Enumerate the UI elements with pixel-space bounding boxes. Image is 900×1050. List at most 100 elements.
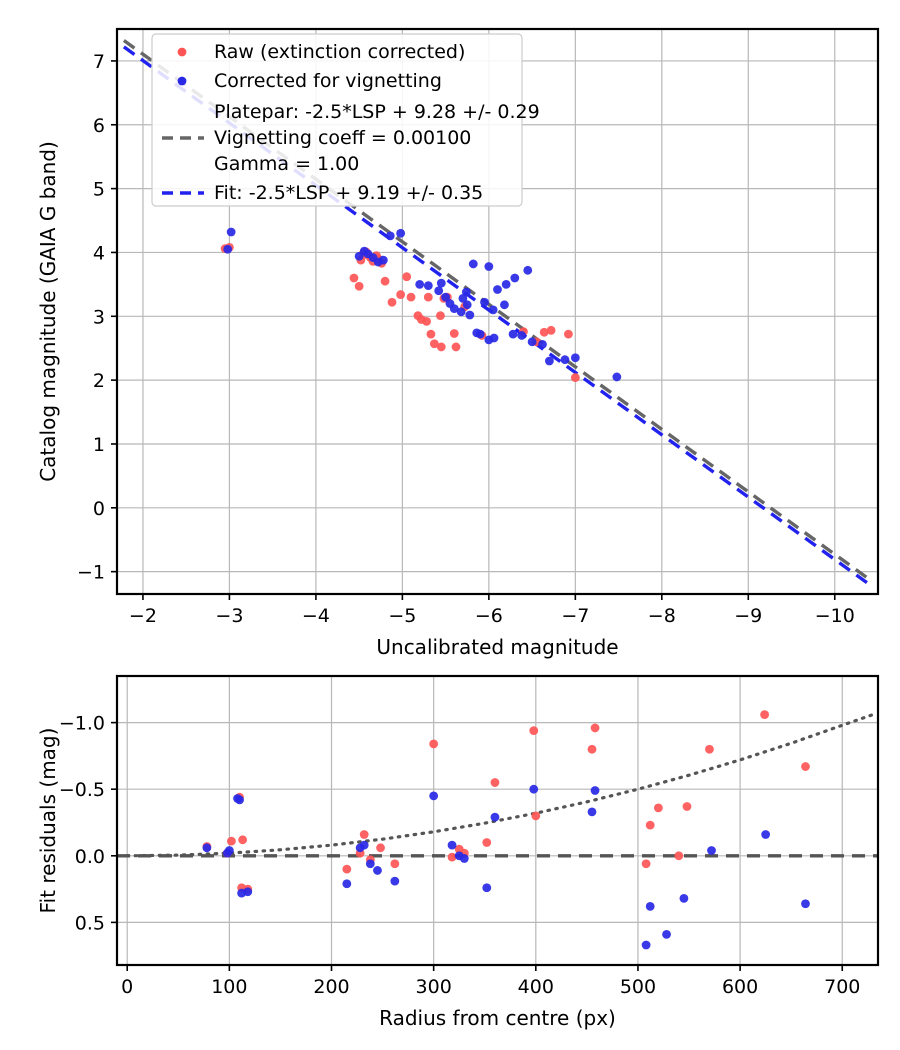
data-point	[539, 327, 549, 337]
data-point	[662, 929, 671, 939]
data-point	[488, 305, 498, 315]
y-axis-label: Catalog magnitude (GAIA G band)	[36, 141, 60, 482]
data-point	[429, 739, 439, 749]
vignetting-curve	[125, 713, 875, 858]
y-axis-label: Fit residuals (mag)	[36, 728, 60, 914]
data-point	[402, 272, 412, 282]
data-point	[760, 710, 770, 720]
data-point	[423, 281, 433, 291]
data-point	[480, 297, 489, 307]
top-axes-group: −2 −3 −4 −5 −6 −7 −8 −9 −10−101234567Uncalibrate…	[36, 27, 880, 659]
data-point	[527, 337, 537, 347]
data-point	[227, 836, 236, 846]
tick-marks: 0 100 200 300 400 500 600 700 0.5 0.0 −0.5 −1.0	[59, 713, 861, 998]
data-point	[223, 244, 233, 254]
data-point	[354, 251, 364, 261]
data-point	[587, 744, 597, 754]
y-tick-label: −0.5	[59, 779, 105, 801]
data-point	[423, 292, 433, 302]
legend-item: Gamma = 1.00	[214, 153, 359, 175]
y-tick-label: −1	[77, 562, 105, 584]
data-point	[445, 299, 455, 308]
data-point	[380, 276, 390, 286]
x-tick-label: 400	[518, 976, 554, 998]
data-point	[679, 894, 689, 903]
data-point	[468, 259, 478, 269]
x-axis-label: Uncalibrated magnitude	[376, 635, 618, 659]
x-tick-label: 300	[416, 976, 452, 998]
data-point	[406, 292, 416, 302]
data-point	[447, 852, 457, 862]
y-tick-label: −1.0	[59, 713, 105, 735]
legend-label: Platepar: -2.5*LSP + 9.28 +/- 0.29	[214, 101, 540, 123]
data-point	[490, 812, 500, 822]
legend-marker-icon	[177, 47, 187, 57]
data-point	[570, 353, 580, 363]
data-point	[426, 329, 436, 339]
data-point	[449, 329, 459, 338]
data-point	[429, 791, 439, 801]
y-tick-label: 0	[93, 498, 105, 520]
data-point	[493, 285, 502, 294]
x-axis-label: Radius from centre (px)	[379, 1006, 616, 1030]
legend-item: Corrected for vignetting	[177, 70, 442, 92]
legend-label: Gamma = 1.00	[214, 153, 359, 175]
x-tick-label: −4	[302, 605, 330, 627]
data-point	[373, 866, 382, 875]
data-point	[482, 883, 492, 893]
data-point	[501, 279, 511, 289]
data-point	[376, 843, 385, 853]
data-point	[451, 342, 461, 352]
x-tick-label: −6	[475, 605, 503, 627]
data-point	[529, 784, 539, 794]
data-point	[761, 830, 771, 839]
data-point	[674, 851, 684, 861]
x-tick-label: −10	[815, 605, 855, 627]
data-point	[429, 339, 439, 349]
x-tick-label: 100	[211, 976, 247, 998]
data-point	[349, 273, 359, 283]
data-point	[436, 311, 445, 321]
data-point	[390, 859, 400, 869]
data-point	[500, 300, 509, 310]
x-tick-label: −7	[561, 605, 589, 627]
data-point	[612, 372, 622, 382]
y-tick-label: 0.0	[75, 846, 105, 868]
data-point	[456, 307, 466, 317]
data-point	[641, 940, 651, 950]
data-point	[226, 227, 236, 237]
y-tick-label: 2	[93, 370, 105, 392]
data-point	[434, 286, 444, 296]
data-point	[538, 339, 547, 349]
data-point	[396, 290, 406, 299]
data-point	[653, 803, 663, 813]
data-point	[590, 723, 600, 733]
legend-label: Corrected for vignetting	[214, 70, 442, 92]
scatter-series	[202, 710, 810, 894]
legend: Raw (extinction corrected) Corrected for …	[151, 33, 540, 207]
axes-frame	[115, 674, 880, 967]
x-tick-label: −3	[215, 605, 243, 627]
x-tick-label: −8	[648, 605, 676, 627]
data-point	[359, 840, 369, 850]
x-tick-label: −2	[129, 605, 157, 627]
x-tick-label: 700	[824, 976, 860, 998]
data-point	[233, 794, 242, 803]
data-point	[546, 325, 556, 335]
data-point	[459, 854, 469, 863]
data-point	[387, 297, 397, 307]
y-tick-label: 7	[93, 51, 105, 73]
data-point	[441, 292, 451, 302]
data-point	[587, 807, 597, 817]
y-tick-label: 0.5	[75, 912, 105, 934]
data-point	[365, 859, 375, 869]
legend-item: Raw (extinction corrected)	[177, 41, 465, 63]
y-tick-label: 1	[93, 434, 105, 456]
data-point	[707, 846, 716, 855]
legend-box	[151, 33, 523, 207]
legend-marker-icon	[177, 76, 187, 86]
scatter-series	[220, 242, 580, 382]
x-tick-label: 500	[620, 976, 656, 998]
data-point	[508, 329, 518, 339]
